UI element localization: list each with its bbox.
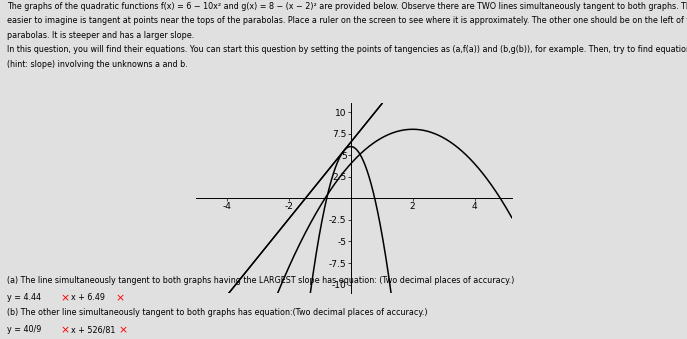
- Text: ×: ×: [118, 325, 127, 335]
- Text: (hint: slope) involving the unknowns a and b.: (hint: slope) involving the unknowns a a…: [7, 60, 188, 69]
- Text: (a) The line simultaneously tangent to both graphs having the LARGEST slope has : (a) The line simultaneously tangent to b…: [7, 276, 515, 285]
- Text: y = 4.44: y = 4.44: [7, 293, 41, 302]
- Text: The graphs of the quadratic functions f(x) = 6 − 10x² and g(x) = 8 − (x − 2)² ar: The graphs of the quadratic functions f(…: [7, 2, 687, 11]
- Text: ×: ×: [60, 293, 69, 303]
- Text: ×: ×: [115, 293, 124, 303]
- Text: parabolas. It is steeper and has a larger slope.: parabolas. It is steeper and has a large…: [7, 31, 194, 40]
- Text: (b) The other line simultaneously tangent to both graphs has equation:(Two decim: (b) The other line simultaneously tangen…: [7, 308, 427, 318]
- Text: y = 40/9: y = 40/9: [7, 325, 41, 335]
- Text: ×: ×: [60, 325, 69, 335]
- Text: x + 526/81: x + 526/81: [71, 325, 115, 335]
- Text: easier to imagine is tangent at points near the tops of the parabolas. Place a r: easier to imagine is tangent at points n…: [7, 16, 687, 25]
- Text: x + 6.49: x + 6.49: [71, 293, 104, 302]
- Text: In this question, you will find their equations. You can start this question by : In this question, you will find their eq…: [7, 45, 687, 55]
